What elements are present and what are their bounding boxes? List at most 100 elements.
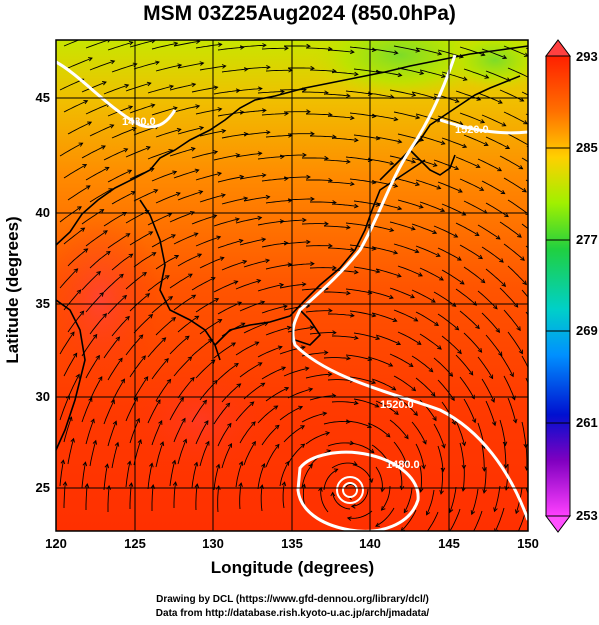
streamline — [459, 112, 485, 123]
streamline-arrow — [151, 252, 157, 257]
streamline — [235, 217, 262, 224]
streamline — [503, 177, 527, 193]
streamline-arrow — [346, 159, 351, 164]
streamline — [111, 253, 133, 271]
streamline-arrow — [88, 397, 93, 402]
streamline — [147, 337, 166, 358]
streamline-arrow — [188, 273, 193, 278]
streamline-arrow — [497, 99, 503, 104]
streamline-arrow — [411, 159, 417, 164]
streamline-arrow — [397, 139, 403, 144]
streamline — [199, 319, 222, 335]
streamline — [177, 190, 203, 201]
streamline — [217, 176, 244, 183]
streamline — [367, 422, 391, 438]
streamline — [371, 114, 398, 121]
streamline — [525, 179, 528, 182]
streamline-arrow — [498, 351, 503, 357]
streamline — [257, 156, 284, 160]
streamline-arrow — [242, 259, 248, 265]
streamline-arrow — [274, 424, 280, 430]
streamline-arrow — [103, 230, 108, 235]
streamline-arrow — [522, 187, 527, 193]
streamline — [331, 137, 358, 141]
streamline — [503, 45, 528, 57]
streamline — [411, 355, 434, 373]
streamline-arrow — [88, 57, 93, 62]
streamline-arrow — [262, 108, 267, 113]
streamline — [89, 188, 113, 203]
streamline — [302, 157, 329, 159]
streamline-arrow — [397, 72, 403, 78]
streamline-arrow — [350, 49, 355, 55]
streamline-arrow — [257, 215, 263, 221]
streamline-arrow — [504, 212, 509, 218]
streamline-arrow — [328, 308, 333, 313]
streamline-arrow — [328, 243, 333, 249]
streamline-arrow — [488, 374, 494, 380]
streamline — [235, 88, 262, 92]
streamline — [257, 284, 284, 292]
streamline — [441, 335, 462, 354]
streamline — [353, 134, 380, 140]
streamline-arrow — [215, 463, 221, 469]
streamline-arrow — [176, 192, 181, 197]
streamline — [455, 288, 477, 306]
streamline — [125, 146, 151, 158]
streamline — [481, 48, 507, 59]
streamline-arrow — [275, 443, 280, 449]
streamline-arrow — [85, 185, 91, 190]
streamline — [133, 61, 160, 70]
streamline-arrow — [301, 483, 306, 489]
streamline-arrow — [82, 461, 88, 467]
streamline-arrow — [354, 137, 359, 143]
streamline — [89, 124, 114, 137]
streamline-arrow — [322, 411, 328, 417]
streamline-arrow — [213, 379, 218, 385]
streamline — [463, 266, 485, 283]
streamline — [485, 202, 509, 217]
streamline — [393, 111, 420, 119]
streamlines — [59, 40, 545, 531]
streamline-arrow — [308, 387, 314, 392]
streamline-arrow — [83, 99, 89, 105]
streamline — [279, 283, 306, 289]
streamline-arrow — [302, 217, 307, 223]
streamline-arrow — [279, 282, 285, 288]
streamline — [302, 91, 329, 94]
streamline — [191, 277, 216, 291]
streamline — [257, 91, 284, 94]
streamline — [195, 420, 209, 445]
streamline-arrow — [171, 317, 177, 322]
streamline — [371, 312, 397, 322]
streamline-arrow — [177, 63, 183, 68]
streamline — [239, 109, 266, 114]
streamline-arrow — [286, 325, 292, 331]
streamline-arrow — [281, 481, 287, 487]
streamline-arrow — [164, 275, 170, 280]
streamline-arrow — [301, 282, 307, 287]
streamline-arrow — [101, 145, 106, 150]
streamline-arrow — [132, 127, 137, 132]
streamline-arrow — [491, 421, 497, 427]
streamline-arrow — [70, 331, 75, 337]
streamline — [441, 137, 467, 148]
streamline-arrow — [532, 398, 536, 402]
streamline-arrow — [187, 356, 193, 361]
streamline — [327, 181, 354, 185]
streamline-arrow — [302, 152, 307, 158]
streamline-arrow — [70, 437, 75, 443]
streamline-arrow — [104, 166, 110, 171]
streamline-arrow — [238, 482, 243, 488]
streamline — [235, 341, 259, 356]
streamline-arrow — [265, 194, 271, 200]
streamline-arrow — [478, 254, 483, 260]
streamline-arrow — [324, 221, 329, 227]
streamline-arrow — [161, 337, 167, 342]
streamline-arrow — [495, 235, 501, 240]
streamline-arrow — [375, 335, 381, 341]
streamline — [351, 488, 369, 507]
streamline-arrow — [541, 260, 545, 264]
streamline-arrow — [518, 165, 524, 170]
streamline-arrow — [497, 167, 503, 172]
